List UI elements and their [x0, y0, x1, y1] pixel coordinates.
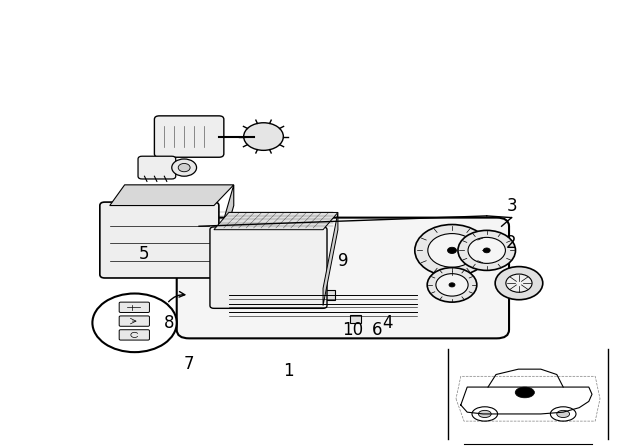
FancyBboxPatch shape: [119, 330, 150, 340]
Circle shape: [428, 233, 476, 267]
FancyBboxPatch shape: [119, 302, 150, 313]
Circle shape: [468, 237, 506, 263]
FancyBboxPatch shape: [138, 156, 176, 179]
Bar: [350, 315, 361, 323]
Text: 8: 8: [164, 314, 175, 332]
Circle shape: [92, 293, 177, 352]
Circle shape: [436, 274, 468, 296]
Circle shape: [557, 410, 570, 418]
Text: 2: 2: [506, 234, 517, 253]
Text: 5: 5: [140, 245, 150, 263]
Text: 6: 6: [372, 321, 383, 339]
Circle shape: [472, 407, 498, 421]
Bar: [298, 290, 310, 301]
Circle shape: [428, 267, 477, 302]
Circle shape: [458, 230, 515, 271]
Polygon shape: [214, 212, 338, 230]
Circle shape: [447, 247, 456, 254]
Circle shape: [506, 274, 532, 292]
FancyBboxPatch shape: [154, 116, 224, 157]
Polygon shape: [214, 185, 234, 275]
Text: 1: 1: [283, 362, 294, 380]
Text: 10: 10: [342, 321, 364, 339]
Circle shape: [415, 224, 489, 276]
Circle shape: [483, 248, 490, 253]
Circle shape: [495, 267, 543, 300]
Text: 9: 9: [338, 252, 348, 270]
Circle shape: [515, 387, 534, 398]
Polygon shape: [110, 185, 234, 206]
FancyBboxPatch shape: [100, 202, 219, 278]
Circle shape: [550, 407, 576, 421]
Bar: [323, 290, 335, 301]
Text: 7: 7: [184, 355, 195, 373]
Text: 3: 3: [506, 197, 517, 215]
FancyBboxPatch shape: [210, 227, 327, 308]
FancyBboxPatch shape: [177, 218, 509, 338]
Circle shape: [178, 164, 190, 172]
FancyBboxPatch shape: [119, 316, 150, 326]
Polygon shape: [323, 212, 338, 306]
Circle shape: [244, 123, 284, 151]
Circle shape: [479, 410, 492, 418]
Text: 4: 4: [382, 314, 393, 332]
Circle shape: [449, 283, 455, 287]
Circle shape: [172, 159, 196, 176]
